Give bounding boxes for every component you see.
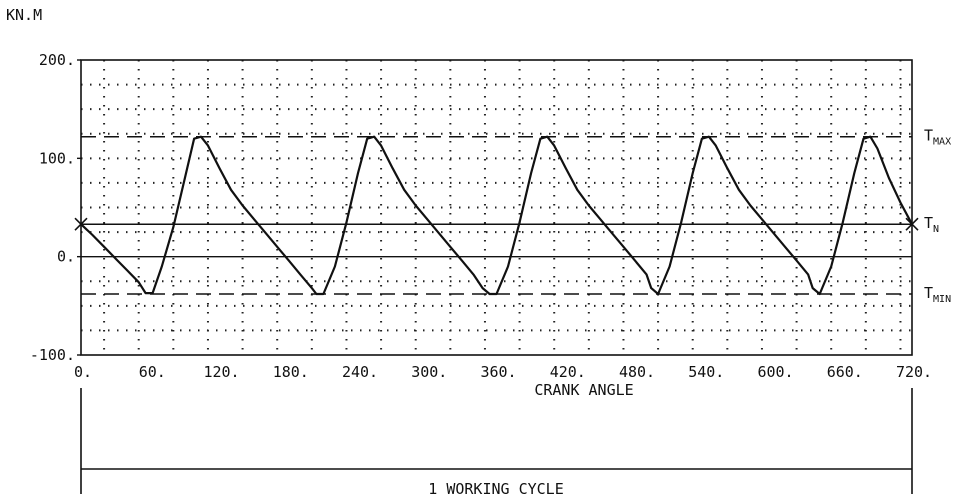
y-tick-label: -100. bbox=[30, 346, 75, 364]
tn-cross-marker bbox=[905, 217, 919, 231]
y-tick-label: 0. bbox=[57, 248, 75, 266]
reference-label-n: TN bbox=[924, 214, 939, 235]
tn-cross-markers bbox=[74, 217, 919, 231]
plot-frame bbox=[80, 59, 913, 356]
x-tick-label: 240. bbox=[342, 363, 378, 381]
tn-cross-marker bbox=[74, 217, 88, 231]
x-tick-label: 0. bbox=[74, 363, 92, 381]
x-tick-label: 540. bbox=[688, 363, 724, 381]
x-tick-label: 300. bbox=[411, 363, 447, 381]
x-tick-label: 480. bbox=[619, 363, 655, 381]
x-tick-label: 60. bbox=[139, 363, 166, 381]
working-cycle-label: 1 WORKING CYCLE bbox=[428, 480, 563, 498]
grid bbox=[81, 60, 912, 355]
x-tick-label: 420. bbox=[550, 363, 586, 381]
x-tick-label: 720. bbox=[896, 363, 932, 381]
x-tick-label: 360. bbox=[480, 363, 516, 381]
reference-label-min: TMIN bbox=[924, 284, 951, 305]
x-tick-label: 660. bbox=[827, 363, 863, 381]
torque-curve bbox=[80, 135, 913, 296]
x-tick-label: 120. bbox=[203, 363, 239, 381]
reference-label-max: TMAX bbox=[924, 127, 951, 148]
y-tick-labels: -100. 0. 100. 200. bbox=[30, 51, 81, 364]
y-tick-label: 100. bbox=[39, 149, 75, 167]
x-axis-label: CRANK ANGLE bbox=[534, 381, 633, 399]
x-tick-label: 180. bbox=[273, 363, 309, 381]
x-tick-label: 600. bbox=[757, 363, 793, 381]
x-tick-labels: 0. 60. 120. 180. 240. 300. 360. 420. 480. 540. 600… bbox=[74, 363, 932, 381]
working-cycle-bracket bbox=[80, 388, 913, 494]
y-axis-unit-label: KN.M bbox=[6, 6, 42, 24]
y-tick-label: 200. bbox=[39, 51, 75, 69]
